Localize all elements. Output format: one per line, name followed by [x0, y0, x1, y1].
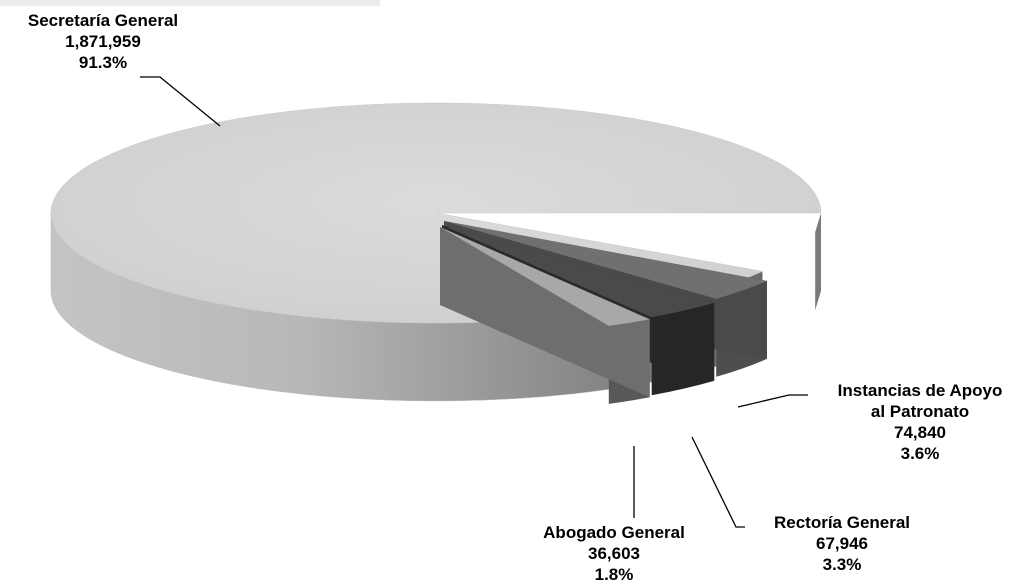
slice-value: 36,603: [588, 544, 640, 563]
data-label-abogado-general: Abogado General 36,603 1.8%: [514, 522, 714, 585]
slice-name: Secretaría General: [27, 11, 179, 30]
data-label-secretaria-general: Secretaría General 1,871,959 91.3%: [8, 10, 198, 73]
data-label-instancias-de-apoyo: Instancias de Apoyo al Patronato 74,840 …: [812, 380, 1028, 464]
slice-percent: 1.8%: [594, 565, 634, 584]
slice-name: Abogado General: [543, 523, 685, 542]
slice-percent: 3.3%: [822, 555, 862, 574]
leader-line-secretaria: [140, 76, 221, 127]
slice-name-line-2: al Patronato: [870, 402, 970, 421]
slice-percent: 91.3%: [78, 53, 128, 72]
leader-line-instancias: [737, 394, 808, 408]
data-label-rectoria-general: Rectoría General 67,946 3.3%: [742, 512, 942, 575]
slice-name-line-1: Instancias de Apoyo: [837, 381, 1003, 400]
slice-value: 74,840: [894, 423, 946, 442]
slice-value: 1,871,959: [65, 32, 141, 51]
slice-abogado-general: [440, 227, 650, 404]
header-strip: [0, 0, 380, 6]
slice-percent: 3.6%: [900, 444, 940, 463]
leader-line-rectoria: [691, 436, 745, 528]
slice-value: 67,946: [816, 534, 868, 553]
slice-name: Rectoría General: [773, 513, 911, 532]
